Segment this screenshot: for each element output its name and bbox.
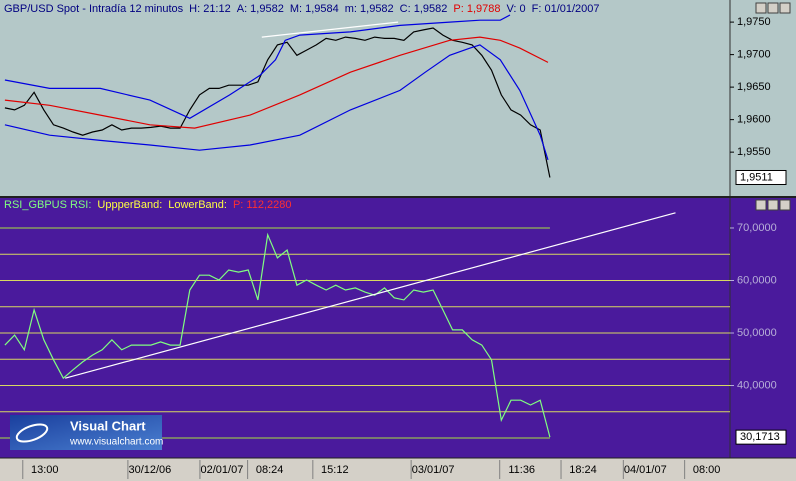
y-tick-label: 60,0000 [737, 274, 777, 286]
header-item: GBP/USD Spot - Intradía 12 minutos [4, 3, 184, 15]
series-line [4, 27, 551, 178]
x-tick-label: 13:00 [31, 464, 59, 476]
window-buttons[interactable] [755, 2, 791, 211]
last-value-box [735, 169, 787, 185]
button[interactable] [779, 199, 791, 211]
x-tick-label: 08:00 [693, 464, 721, 476]
header-item: RSI_GBPUS RSI: [4, 199, 91, 211]
y-tick-label: 1,9600 [737, 114, 771, 126]
y-tick-label: 40,0000 [737, 379, 777, 391]
time-axis-pane [0, 458, 796, 481]
header-item: LowerBand: [168, 199, 227, 211]
x-tick-label: 03/01/07 [412, 464, 455, 476]
header-item: P: 1,9788 [453, 3, 500, 15]
header-item: A: 1,9582 [237, 3, 284, 15]
series-line [261, 21, 399, 38]
header-item: P: 112,2280 [233, 199, 292, 211]
x-tick-label: 30/12/06 [128, 464, 171, 476]
button[interactable] [767, 199, 779, 211]
button[interactable] [755, 2, 767, 14]
button[interactable] [755, 199, 767, 211]
header-item: UppperBand: [97, 199, 162, 211]
series-line [4, 44, 549, 161]
last-value-box [735, 429, 787, 445]
series-line [65, 212, 676, 379]
x-tick-label: 08:24 [256, 464, 284, 476]
watermark: Visual Chart www.visualchart.com [10, 415, 163, 450]
watermark-logo [15, 423, 49, 443]
x-tick-label: 18:24 [569, 464, 597, 476]
rsi-pane [0, 197, 730, 458]
series-line [4, 36, 549, 129]
watermark-url: www.visualchart.com [69, 437, 163, 448]
price-pane [0, 0, 730, 197]
watermark-box [10, 415, 162, 450]
series-line [4, 14, 511, 119]
header-item: m: 1,9582 [345, 3, 394, 15]
x-tick-label: 02/01/07 [201, 464, 244, 476]
header-item: C: 1,9582 [400, 3, 448, 15]
button[interactable] [779, 2, 791, 14]
button[interactable] [767, 2, 779, 14]
header-item: H: 21:12 [189, 3, 231, 15]
y-tick-label: 1,9650 [737, 81, 771, 93]
y-tick-label: 1,9550 [737, 146, 771, 158]
last-value-label: 30,1713 [740, 431, 780, 443]
header-item: V: 0 [506, 3, 525, 15]
header-item: F: 01/01/2007 [532, 3, 600, 15]
watermark-title: Visual Chart [70, 418, 146, 433]
y-tick-label: 70,0000 [737, 222, 777, 234]
last-value-label: 1,9511 [740, 171, 773, 183]
header-item: M: 1,9584 [290, 3, 339, 15]
rsi-axis-pane [730, 197, 796, 458]
x-tick-label: 15:12 [321, 464, 349, 476]
price-axis-pane [730, 0, 796, 197]
y-tick-label: 50,0000 [737, 327, 777, 339]
series-line [4, 232, 551, 438]
y-tick-label: 1,9700 [737, 49, 771, 61]
y-tick-label: 1,9750 [737, 16, 771, 28]
x-tick-label: 04/01/07 [624, 464, 667, 476]
x-tick-label: 11:36 [508, 464, 535, 476]
